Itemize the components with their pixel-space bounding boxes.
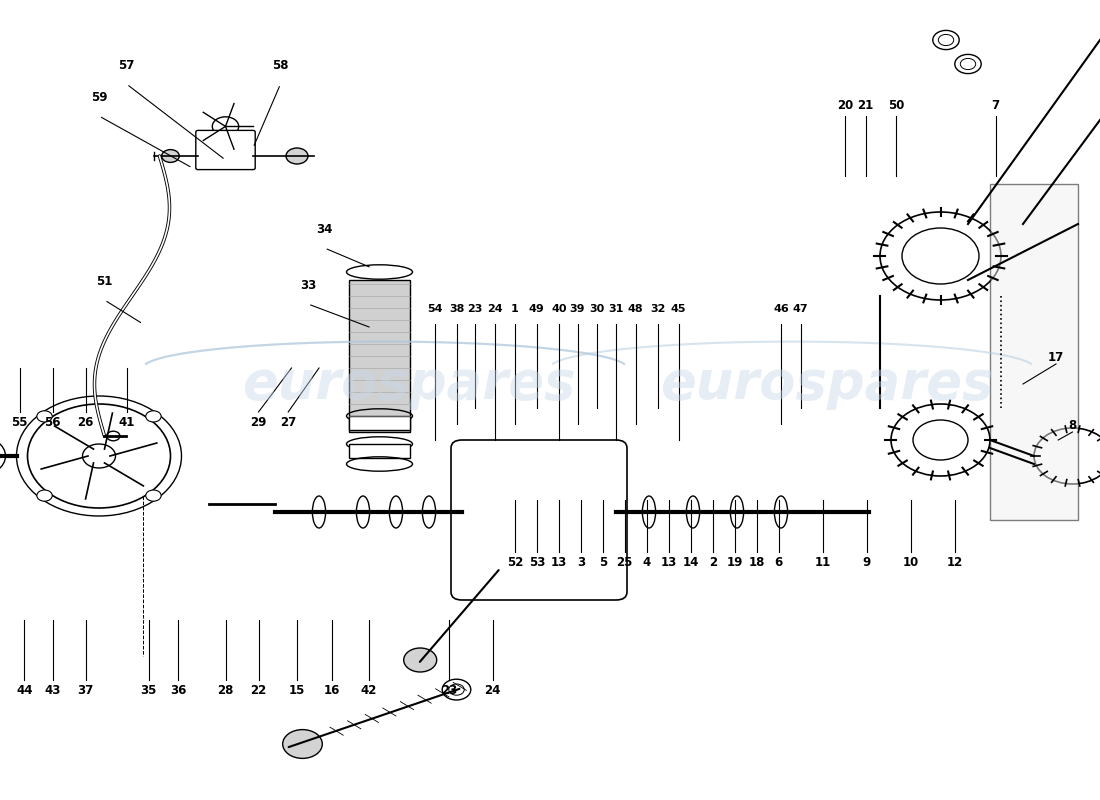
Text: 52: 52 — [507, 556, 522, 569]
Text: 11: 11 — [815, 556, 830, 569]
Text: 31: 31 — [608, 305, 624, 314]
Text: eurospares: eurospares — [242, 358, 575, 410]
Text: 32: 32 — [650, 305, 666, 314]
Circle shape — [82, 444, 116, 468]
Text: 44: 44 — [15, 684, 33, 697]
Text: 30: 30 — [590, 305, 605, 314]
Text: 17: 17 — [1048, 351, 1064, 364]
Text: 20: 20 — [837, 99, 852, 112]
Circle shape — [404, 648, 437, 672]
Text: 47: 47 — [793, 305, 808, 314]
Text: eurospares: eurospares — [660, 358, 993, 410]
Circle shape — [37, 490, 53, 501]
Text: 48: 48 — [628, 305, 643, 314]
Text: 58: 58 — [273, 59, 288, 72]
Text: 6: 6 — [774, 556, 783, 569]
Text: 38: 38 — [449, 305, 464, 314]
Text: 49: 49 — [529, 305, 544, 314]
Text: 19: 19 — [727, 556, 742, 569]
Circle shape — [283, 730, 322, 758]
Text: 36: 36 — [170, 684, 186, 697]
Circle shape — [286, 148, 308, 164]
Text: 33: 33 — [300, 279, 316, 292]
Text: 46: 46 — [773, 305, 789, 314]
Text: 2: 2 — [708, 556, 717, 569]
Text: 25: 25 — [617, 556, 632, 569]
Text: 13: 13 — [661, 556, 676, 569]
Text: 9: 9 — [862, 556, 871, 569]
Text: 24: 24 — [487, 305, 503, 314]
Text: 4: 4 — [642, 556, 651, 569]
Text: 42: 42 — [361, 684, 376, 697]
Bar — [349, 416, 410, 430]
Text: 54: 54 — [427, 305, 442, 314]
Bar — [349, 280, 410, 432]
Text: 14: 14 — [683, 556, 698, 569]
Circle shape — [162, 150, 179, 162]
Text: 35: 35 — [141, 684, 156, 697]
Text: 59: 59 — [90, 91, 108, 104]
Text: 43: 43 — [45, 684, 60, 697]
Text: 23: 23 — [468, 305, 483, 314]
Text: 50: 50 — [889, 99, 904, 112]
Text: 27: 27 — [280, 416, 296, 429]
Text: 15: 15 — [289, 684, 305, 697]
Text: 57: 57 — [119, 59, 134, 72]
Text: 3: 3 — [576, 556, 585, 569]
Text: 28: 28 — [218, 684, 233, 697]
Text: 1: 1 — [510, 305, 519, 314]
Text: 5: 5 — [598, 556, 607, 569]
Text: 26: 26 — [78, 416, 94, 429]
Text: 55: 55 — [11, 416, 29, 429]
Text: 37: 37 — [78, 684, 94, 697]
Text: 13: 13 — [551, 556, 566, 569]
Text: 10: 10 — [903, 556, 918, 569]
Text: 53: 53 — [529, 556, 544, 569]
Text: 12: 12 — [947, 556, 962, 569]
Circle shape — [145, 490, 161, 501]
Circle shape — [145, 411, 161, 422]
Text: 41: 41 — [119, 416, 134, 429]
Circle shape — [37, 411, 53, 422]
FancyBboxPatch shape — [451, 440, 627, 600]
Text: 24: 24 — [485, 684, 501, 697]
Text: 18: 18 — [749, 556, 764, 569]
Text: 39: 39 — [570, 305, 585, 314]
Text: 40: 40 — [551, 305, 566, 314]
Text: 56: 56 — [44, 416, 62, 429]
Text: 23: 23 — [441, 684, 456, 697]
Text: 51: 51 — [97, 275, 112, 288]
Text: 16: 16 — [324, 684, 340, 697]
Text: 45: 45 — [671, 305, 686, 314]
FancyBboxPatch shape — [196, 130, 255, 170]
Text: 22: 22 — [251, 684, 266, 697]
Bar — [349, 444, 410, 458]
Text: 29: 29 — [251, 416, 266, 429]
Text: 34: 34 — [317, 223, 332, 236]
Text: 7: 7 — [991, 99, 1000, 112]
Bar — [990, 184, 1078, 520]
Text: 8: 8 — [1068, 419, 1077, 432]
Text: 21: 21 — [858, 99, 873, 112]
